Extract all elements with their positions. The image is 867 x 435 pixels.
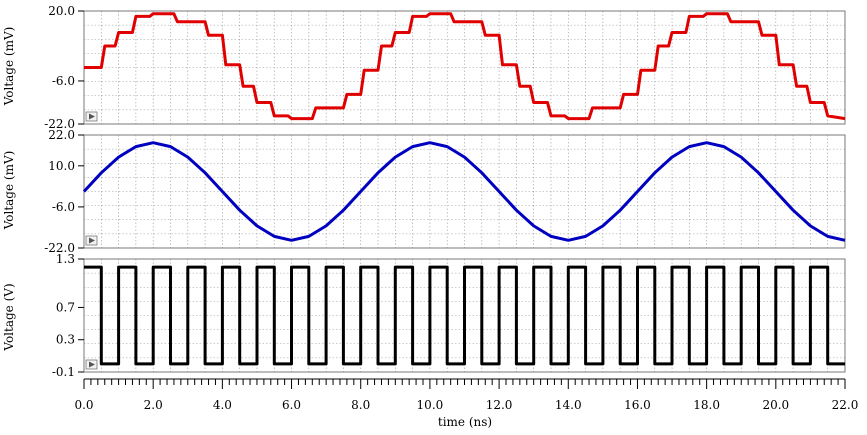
y-tick-label: -22.0 xyxy=(44,117,75,131)
y-tick-label: -6.0 xyxy=(52,74,75,88)
x-tick-label: 6.0 xyxy=(282,398,301,412)
series-line xyxy=(84,265,845,366)
y-tick-label: 10.0 xyxy=(48,159,75,173)
y-tick-label: -22.0 xyxy=(44,241,75,255)
x-tick-label: 2.0 xyxy=(144,398,163,412)
y-axis-label: Voltage (mV) xyxy=(2,27,16,107)
y-tick-label: 1.3 xyxy=(56,252,75,266)
series-line xyxy=(82,141,846,242)
x-tick-label: 16.0 xyxy=(624,398,651,412)
x-tick-label: 20.0 xyxy=(762,398,789,412)
y-tick-label: 0.3 xyxy=(56,333,75,347)
y-tick-label: -0.1 xyxy=(52,365,75,379)
panel-play-glyph xyxy=(89,237,95,244)
x-tick-label: 8.0 xyxy=(351,398,370,412)
x-tick-label: 22.0 xyxy=(832,398,859,412)
x-tick-label: 10.0 xyxy=(417,398,444,412)
x-tick-label: 4.0 xyxy=(213,398,232,412)
panel-frame xyxy=(83,258,846,373)
y-tick-label: -6.0 xyxy=(52,200,75,214)
y-tick-label: 0.7 xyxy=(56,300,75,314)
y-tick-label: 22.0 xyxy=(48,128,75,142)
x-axis-label: time (ns) xyxy=(438,415,492,429)
series-line xyxy=(84,12,846,121)
x-tick-label: 0.0 xyxy=(74,398,93,412)
panel-play-glyph xyxy=(89,361,95,368)
x-tick-label: 18.0 xyxy=(693,398,720,412)
y-tick-label: 20.0 xyxy=(48,4,75,18)
x-tick-label: 12.0 xyxy=(486,398,513,412)
y-axis-label: Voltage (mV) xyxy=(2,151,16,231)
panel-play-glyph xyxy=(89,113,95,120)
y-axis-label: Voltage (V) xyxy=(2,283,16,351)
x-tick-label: 14.0 xyxy=(555,398,582,412)
